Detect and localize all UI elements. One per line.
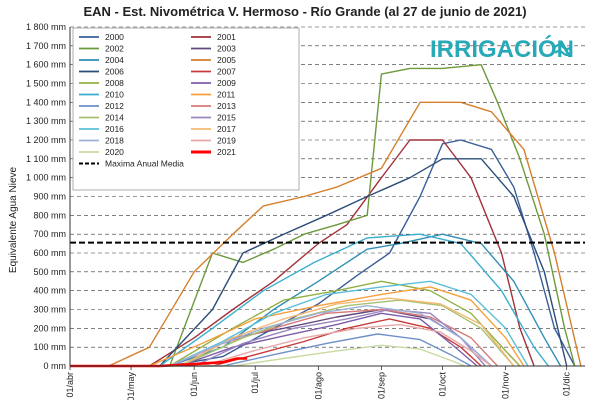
x-tick-label: 01/jun (189, 372, 199, 397)
y-tick-label: 500 mm (33, 267, 66, 277)
y-tick-label: 700 mm (33, 229, 66, 239)
x-tick-label: 01/ago (313, 372, 323, 400)
y-tick-label: 300 mm (33, 305, 66, 315)
logo-wave-icon (554, 43, 572, 57)
series-line-2020 (70, 344, 466, 367)
legend-label-2006: 2006 (105, 67, 124, 77)
legend-label-2013: 2013 (217, 101, 236, 111)
y-tick-label: 1 300 mm (26, 116, 66, 126)
series-line-2014 (70, 299, 515, 367)
series-line-2011 (70, 286, 525, 367)
legend-label-2015: 2015 (217, 113, 236, 123)
series-line-2012 (70, 333, 472, 367)
x-tick-label: 01/nov (501, 372, 511, 400)
y-tick-label: 1 500 mm (26, 79, 66, 89)
series-line-2006 (70, 158, 568, 367)
series-line-2015 (70, 308, 486, 367)
y-axis-label: Equivalente Agua Nieve (8, 166, 19, 273)
legend-label-2011: 2011 (217, 90, 236, 100)
y-tick-label: 100 mm (33, 342, 66, 352)
x-tick-label: 01/dic (562, 372, 572, 397)
y-tick-label: 1 400 mm (26, 97, 66, 107)
series-line-2017 (70, 297, 515, 367)
y-tick-label: 900 mm (33, 192, 66, 202)
legend-label-2019: 2019 (217, 136, 236, 146)
legend-label-2004: 2004 (105, 55, 124, 65)
series-line-2018 (70, 305, 492, 367)
legend-label-2018: 2018 (105, 136, 124, 146)
series-line-2019 (70, 323, 492, 367)
legend-label-2007: 2007 (217, 67, 236, 77)
legend-label-mean-max: Maxima Anual Media (105, 159, 184, 169)
y-tick-label: 1 100 mm (26, 154, 66, 164)
series-group (70, 63, 585, 368)
legend-label-2014: 2014 (105, 113, 124, 123)
series-line-2009 (70, 312, 478, 367)
logo-text: IRRIGACIÓN (430, 35, 574, 63)
x-tick-label: 01/oct (438, 372, 448, 397)
legend-label-2016: 2016 (105, 124, 124, 134)
y-tick-label: 600 mm (33, 248, 66, 258)
legend-label-2012: 2012 (105, 101, 124, 111)
legend: 2000 2001 2002 2003 2004 2005 2006 2007 2008 2009… (72, 27, 300, 191)
y-tick-label: 0 mm (44, 361, 67, 371)
series-line-2001 (70, 139, 535, 367)
legend-label-2009: 2009 (217, 78, 236, 88)
legend-label-2021: 2021 (217, 147, 236, 157)
x-tick-label: 01/sep (376, 372, 386, 399)
x-tick-label: 01/may (126, 372, 136, 400)
y-tick-label: 200 mm (33, 323, 66, 333)
y-tick-label: 1 000 mm (26, 173, 66, 183)
x-tick-label: 01/jul (250, 372, 260, 394)
irrigacion-logo: IRRIGACIÓN (430, 35, 574, 63)
series-line-2008 (70, 280, 521, 367)
series-line-2002 (70, 63, 576, 367)
legend-label-2020: 2020 (105, 147, 124, 157)
legend-box (72, 27, 300, 191)
legend-label-2002: 2002 (105, 44, 124, 54)
chart-title: EAN - Est. Nivométrica V. Hermoso - Río … (83, 4, 526, 19)
y-tick-label: 1 800 mm (26, 22, 66, 32)
y-tick-label: 1 600 mm (26, 60, 66, 70)
axes: 0 mm 100 mm 200 mm 300 mm 400 mm 500 mm 600 mm… (26, 22, 585, 400)
x-tick-label: 01/abr (65, 372, 75, 398)
legend-label-2003: 2003 (217, 44, 236, 54)
y-tick-label: 800 mm (33, 210, 66, 220)
legend-label-2017: 2017 (217, 124, 236, 134)
y-tick-label: 1 700 mm (26, 41, 66, 51)
legend-label-2001: 2001 (217, 32, 236, 42)
legend-label-2000: 2000 (105, 32, 124, 42)
y-tick-label: 400 mm (33, 286, 66, 296)
series-line-2005 (70, 101, 582, 367)
legend-label-2005: 2005 (217, 55, 236, 65)
series-line-2010 (70, 233, 549, 367)
y-tick-label: 1 200 mm (26, 135, 66, 145)
legend-label-2008: 2008 (105, 78, 124, 88)
legend-label-2010: 2010 (105, 90, 124, 100)
